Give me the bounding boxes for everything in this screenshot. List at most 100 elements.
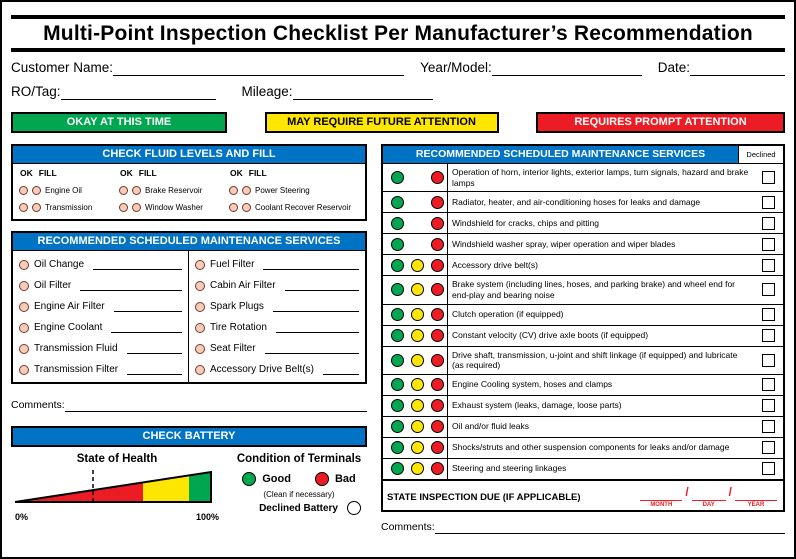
date-input[interactable] xyxy=(690,60,785,76)
maintenance-circle[interactable] xyxy=(195,280,205,291)
declined-checkbox[interactable] xyxy=(761,353,775,367)
terminal-good-option[interactable]: Good xyxy=(242,472,291,486)
red-status-dot[interactable] xyxy=(430,399,444,413)
green-status-dot[interactable] xyxy=(390,378,404,392)
write-in-line[interactable] xyxy=(275,332,359,333)
write-in-line[interactable] xyxy=(263,269,359,270)
ro-tag-input[interactable] xyxy=(60,84,216,100)
green-status-dot[interactable] xyxy=(390,308,404,321)
declined-checkbox[interactable] xyxy=(761,378,775,392)
red-status-dot[interactable] xyxy=(430,195,444,209)
green-status-dot[interactable] xyxy=(390,462,404,476)
maintenance-circle[interactable] xyxy=(195,343,205,354)
green-status-dot[interactable] xyxy=(390,258,404,272)
yellow-status-dot[interactable] xyxy=(410,399,424,413)
ok-circle[interactable] xyxy=(19,203,28,212)
declined-checkbox[interactable] xyxy=(761,441,775,455)
fill-circle[interactable] xyxy=(242,186,251,195)
write-in-line[interactable] xyxy=(80,290,182,291)
yellow-status-dot[interactable] xyxy=(410,420,424,434)
month-input[interactable] xyxy=(640,491,683,501)
fill-circle[interactable] xyxy=(132,186,141,195)
maintenance-circle[interactable] xyxy=(195,364,205,375)
year-input[interactable] xyxy=(735,491,777,501)
declined-checkbox[interactable] xyxy=(761,237,775,251)
good-dot-icon[interactable] xyxy=(242,472,257,486)
comments-left-input[interactable] xyxy=(64,399,367,412)
green-status-dot[interactable] xyxy=(390,283,404,297)
red-status-dot[interactable] xyxy=(430,378,444,392)
declined-checkbox[interactable] xyxy=(761,462,775,476)
red-status-dot[interactable] xyxy=(430,283,444,297)
yellow-status-dot[interactable] xyxy=(410,258,424,272)
green-status-dot[interactable] xyxy=(390,216,404,230)
declined-checkbox[interactable] xyxy=(761,258,775,272)
maintenance-circle[interactable] xyxy=(19,343,29,354)
red-status-dot[interactable] xyxy=(430,420,444,434)
mileage-input[interactable] xyxy=(292,84,433,100)
write-in-line[interactable] xyxy=(111,332,182,333)
fill-circle[interactable] xyxy=(242,203,251,212)
comments-right-input[interactable] xyxy=(434,521,785,534)
red-status-dot[interactable] xyxy=(430,462,444,476)
red-status-dot[interactable] xyxy=(430,237,444,251)
fill-circle[interactable] xyxy=(132,203,141,212)
write-in-line[interactable] xyxy=(126,353,182,354)
write-in-line[interactable] xyxy=(93,269,182,270)
yellow-status-dot[interactable] xyxy=(410,462,424,476)
declined-checkbox[interactable] xyxy=(761,171,775,185)
green-status-dot[interactable] xyxy=(390,171,404,185)
ok-circle[interactable] xyxy=(19,186,28,195)
green-status-dot[interactable] xyxy=(390,353,404,367)
maintenance-circle[interactable] xyxy=(19,322,29,333)
ok-circle[interactable] xyxy=(229,203,238,212)
terminal-bad-option[interactable]: Bad xyxy=(314,472,356,486)
customer-name-input[interactable] xyxy=(113,60,405,76)
ok-circle[interactable] xyxy=(229,186,238,195)
yellow-status-dot[interactable] xyxy=(410,378,424,392)
write-in-line[interactable] xyxy=(264,353,359,354)
green-status-dot[interactable] xyxy=(390,329,404,342)
declined-checkbox[interactable] xyxy=(761,216,775,230)
green-status-dot[interactable] xyxy=(390,195,404,209)
ok-circle[interactable] xyxy=(119,203,128,212)
maintenance-circle[interactable] xyxy=(195,259,205,270)
red-status-dot[interactable] xyxy=(430,308,444,321)
fill-circle[interactable] xyxy=(32,186,41,195)
declined-checkbox[interactable] xyxy=(761,420,775,434)
yellow-status-dot[interactable] xyxy=(410,329,424,342)
red-status-dot[interactable] xyxy=(430,171,444,185)
green-status-dot[interactable] xyxy=(390,441,404,455)
green-status-dot[interactable] xyxy=(390,237,404,251)
fill-circle[interactable] xyxy=(32,203,41,212)
declined-checkbox[interactable] xyxy=(761,399,775,413)
red-status-dot[interactable] xyxy=(430,216,444,230)
yellow-status-dot[interactable] xyxy=(410,441,424,455)
maintenance-circle[interactable] xyxy=(19,301,29,312)
declined-checkbox[interactable] xyxy=(761,195,775,209)
write-in-line[interactable] xyxy=(272,311,359,312)
maintenance-circle[interactable] xyxy=(19,259,29,270)
write-in-line[interactable] xyxy=(127,374,182,375)
green-status-dot[interactable] xyxy=(390,399,404,413)
write-in-line[interactable] xyxy=(322,374,359,375)
ok-circle[interactable] xyxy=(119,186,128,195)
red-status-dot[interactable] xyxy=(430,441,444,455)
write-in-line[interactable] xyxy=(113,311,182,312)
maintenance-circle[interactable] xyxy=(195,301,205,312)
declined-checkbox[interactable] xyxy=(761,329,775,342)
maintenance-circle[interactable] xyxy=(195,322,205,333)
maintenance-circle[interactable] xyxy=(19,280,29,291)
yellow-status-dot[interactable] xyxy=(410,353,424,367)
declined-checkbox[interactable] xyxy=(761,283,775,297)
write-in-line[interactable] xyxy=(284,290,359,291)
red-status-dot[interactable] xyxy=(430,258,444,272)
year-model-input[interactable] xyxy=(491,60,642,76)
red-status-dot[interactable] xyxy=(430,353,444,367)
declined-battery-circle[interactable] xyxy=(347,501,361,515)
yellow-status-dot[interactable] xyxy=(410,308,424,321)
declined-checkbox[interactable] xyxy=(761,308,775,321)
green-status-dot[interactable] xyxy=(390,420,404,434)
yellow-status-dot[interactable] xyxy=(410,283,424,297)
maintenance-circle[interactable] xyxy=(19,364,29,375)
